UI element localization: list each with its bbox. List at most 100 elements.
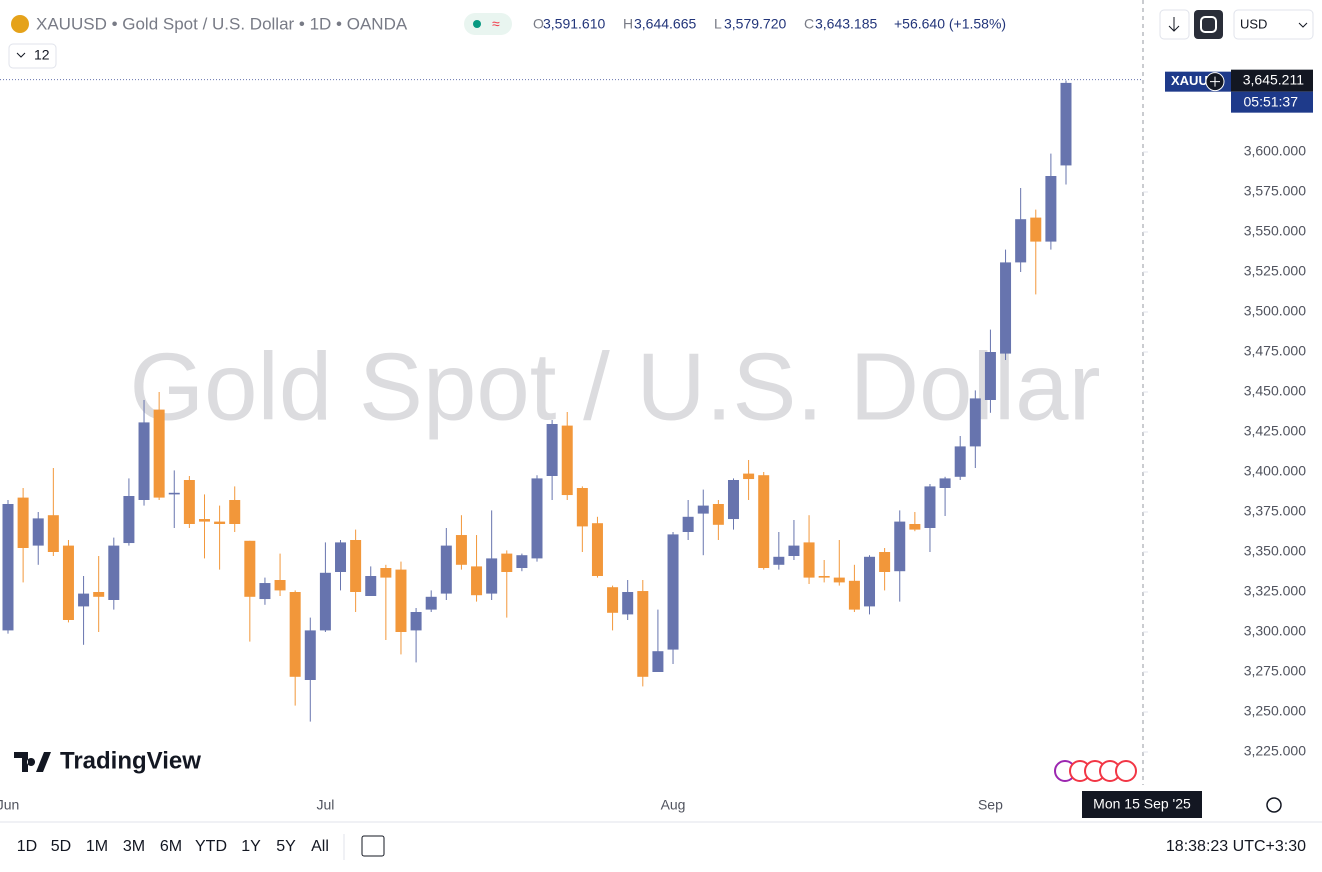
candle-body bbox=[274, 580, 286, 591]
candle-body bbox=[516, 555, 528, 568]
range-button[interactable]: YTD bbox=[195, 838, 227, 855]
y-tick-label: 3,275.000 bbox=[1244, 663, 1306, 679]
candle-body bbox=[289, 592, 301, 677]
candle-body bbox=[939, 478, 951, 488]
square-button[interactable] bbox=[1194, 10, 1223, 39]
event-icons bbox=[1054, 760, 1137, 782]
candle-body bbox=[425, 596, 437, 610]
square-icon bbox=[1200, 16, 1217, 33]
candle-body bbox=[350, 540, 362, 592]
x-tick-label: Jun bbox=[0, 797, 19, 813]
candle-body bbox=[1015, 219, 1027, 263]
status-dot bbox=[473, 20, 481, 28]
candle-body bbox=[335, 542, 347, 572]
candle-body bbox=[471, 566, 483, 596]
candle-body bbox=[183, 480, 195, 524]
candle-body bbox=[486, 558, 498, 594]
down-icon bbox=[1168, 17, 1180, 32]
indicator-toggle[interactable] bbox=[8, 43, 57, 69]
range-button[interactable]: 6M bbox=[160, 838, 182, 855]
candle-body bbox=[138, 422, 150, 500]
candle-body bbox=[17, 497, 29, 548]
clock: 18:38:23 UTC+3:30 bbox=[1166, 838, 1306, 855]
candle-body bbox=[501, 553, 513, 572]
range-button[interactable]: All bbox=[311, 838, 329, 855]
crosshair-date-box bbox=[1082, 791, 1202, 818]
candle-body bbox=[365, 576, 377, 596]
range-button[interactable]: 1M bbox=[86, 838, 108, 855]
countdown: 05:51:37 bbox=[1244, 93, 1299, 109]
symbol[interactable]: XAUUSD • Gold Spot / U.S. Dollar • 1D • … bbox=[36, 14, 408, 33]
candle-body bbox=[758, 475, 770, 568]
candle-body bbox=[123, 496, 135, 544]
y-tick-label: 3,375.000 bbox=[1244, 503, 1306, 519]
date-range-icon[interactable] bbox=[361, 835, 385, 857]
chevron bbox=[16, 52, 26, 58]
event-icon[interactable] bbox=[1115, 760, 1137, 782]
y-tick-label: 3,450.000 bbox=[1244, 383, 1306, 399]
candle-body bbox=[969, 398, 981, 447]
range-button[interactable]: 1D bbox=[17, 838, 37, 855]
candle-body bbox=[909, 524, 921, 530]
candle-body bbox=[410, 612, 422, 631]
status-pill[interactable] bbox=[464, 13, 512, 35]
candle-body bbox=[214, 521, 226, 524]
y-tick-label: 3,575.000 bbox=[1244, 183, 1306, 199]
candle-body bbox=[531, 478, 543, 559]
candle-body bbox=[607, 587, 619, 613]
candle-body bbox=[440, 545, 452, 594]
candle-body bbox=[697, 505, 709, 514]
x-tick-label: Sep bbox=[978, 797, 1003, 813]
candle-body bbox=[818, 576, 830, 578]
indicator-count: 12 bbox=[34, 47, 50, 63]
candle-body bbox=[954, 446, 966, 477]
range-button[interactable]: 3M bbox=[123, 838, 145, 855]
candle-body bbox=[773, 556, 785, 565]
candle-body bbox=[108, 545, 120, 600]
symbol-tag: XAUU bbox=[1171, 73, 1208, 88]
candle-body bbox=[244, 540, 256, 597]
candle-body bbox=[1000, 262, 1012, 354]
range-button[interactable]: 5Y bbox=[276, 838, 296, 855]
last-price: 3,645.211 bbox=[1243, 71, 1304, 87]
ohlc-value: 3,644.665 bbox=[634, 16, 696, 32]
crosshair-date: Mon 15 Sep '25 bbox=[1093, 796, 1191, 812]
candle-body bbox=[1060, 82, 1072, 166]
candle-body bbox=[894, 521, 906, 572]
candle-body bbox=[259, 583, 271, 600]
settings-icon[interactable] bbox=[1266, 797, 1282, 813]
candle-body bbox=[576, 488, 588, 527]
candle-body bbox=[198, 519, 210, 522]
candle-body bbox=[743, 473, 755, 480]
brand: TradingView bbox=[14, 747, 201, 774]
ohlc-value: 3,579.720 bbox=[724, 16, 786, 32]
watermark: Gold Spot / U.S. Dollar bbox=[129, 333, 1100, 440]
candle-body bbox=[864, 556, 876, 607]
ohlc-label: L bbox=[714, 16, 722, 32]
range-button[interactable]: 5D bbox=[51, 838, 71, 855]
candle-body bbox=[984, 352, 996, 400]
candle-body bbox=[879, 552, 891, 572]
brand-name: TradingView bbox=[60, 747, 201, 774]
candle-body bbox=[712, 504, 724, 525]
y-tick-label: 3,400.000 bbox=[1244, 463, 1306, 479]
ohlc-label: O bbox=[533, 16, 544, 32]
y-tick-label: 3,250.000 bbox=[1244, 703, 1306, 719]
range-button[interactable]: 1Y bbox=[241, 838, 261, 855]
candle-body bbox=[2, 504, 14, 631]
candle-body bbox=[304, 630, 316, 680]
candle-body bbox=[47, 515, 59, 552]
brand-icon bbox=[14, 752, 51, 772]
ohlc-label: H bbox=[623, 16, 633, 32]
candle-body bbox=[229, 500, 241, 524]
candle-body bbox=[62, 545, 74, 620]
candle-body bbox=[78, 593, 90, 607]
candle-body bbox=[93, 592, 105, 597]
candle-body bbox=[682, 516, 694, 532]
candle-body bbox=[32, 518, 44, 546]
candle-body bbox=[727, 480, 739, 520]
candle-body bbox=[395, 569, 407, 632]
currency-select[interactable] bbox=[1233, 9, 1314, 40]
